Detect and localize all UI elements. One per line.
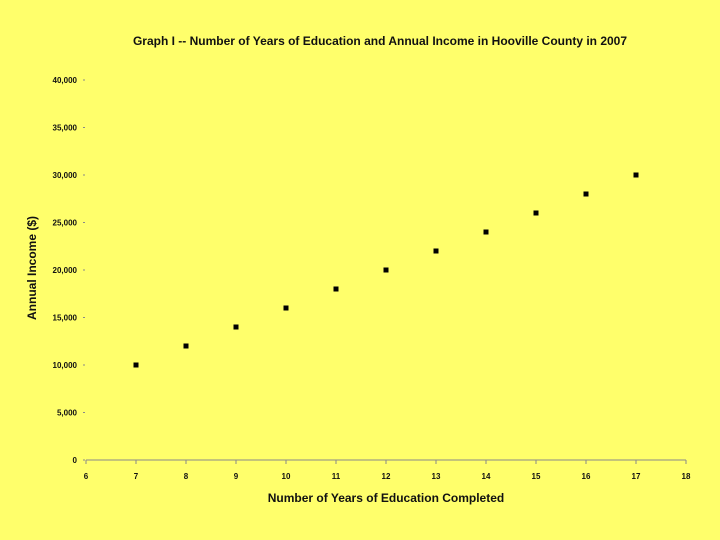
data-point <box>433 248 439 254</box>
x-tick-label: 15 <box>532 472 541 481</box>
data-point <box>483 229 489 235</box>
x-tick-label: 9 <box>234 472 239 481</box>
data-point <box>133 362 139 368</box>
data-point <box>283 305 289 311</box>
data-point <box>533 210 539 216</box>
y-tick-label: 40,000 <box>53 76 78 85</box>
x-tick-label: 18 <box>682 472 691 481</box>
x-tick-label: 6 <box>84 472 89 481</box>
y-tick-label: 25,000 <box>53 219 78 228</box>
data-point <box>633 172 639 178</box>
x-tick-label: 11 <box>332 472 341 481</box>
data-point <box>583 191 589 197</box>
y-axis-ticks: 0 5,000 10,000 15,000 20,000 25,000 30,000 35,0… <box>53 76 85 465</box>
y-axis-title: Annual Income ($) <box>25 216 39 320</box>
x-tick-label: 8 <box>184 472 189 481</box>
x-tick-label: 16 <box>582 472 591 481</box>
y-tick-label: 5,000 <box>57 409 78 418</box>
data-point <box>233 324 239 330</box>
x-tick-label: 7 <box>134 472 139 481</box>
y-tick-label: 35,000 <box>53 124 78 133</box>
y-tick-label: 15,000 <box>53 314 78 323</box>
data-point <box>383 267 389 273</box>
x-tick-label: 10 <box>282 472 291 481</box>
y-tick-label: 20,000 <box>53 266 78 275</box>
x-tick-label: 17 <box>632 472 641 481</box>
data-point <box>333 286 339 292</box>
x-tick-label: 14 <box>482 472 491 481</box>
y-tick-label: 30,000 <box>53 171 78 180</box>
x-axis-title: Number of Years of Education Completed <box>268 491 504 505</box>
x-tick-label: 13 <box>432 472 441 481</box>
x-tick-label: 12 <box>382 472 391 481</box>
data-points <box>133 172 639 368</box>
y-tick-label: 10,000 <box>53 361 78 370</box>
y-tick-label: 0 <box>73 456 78 465</box>
x-axis-ticks: 6 7 8 9 10 11 12 13 14 15 16 17 18 <box>84 460 691 481</box>
data-point <box>183 343 189 349</box>
chart-title: Graph I -- Number of Years of Education … <box>132 34 628 48</box>
